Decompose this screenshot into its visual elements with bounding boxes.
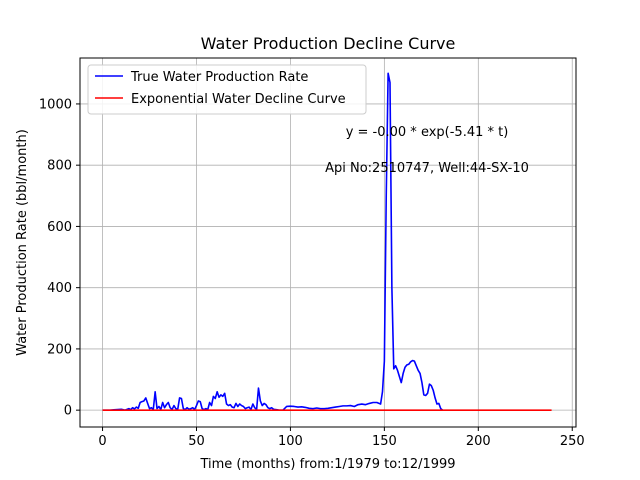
x-tick-label: 100 [278,434,303,449]
well-annotation: Api No:2510747, Well:44-SX-10 [325,161,529,176]
equation-annotation: y = -0.00 * exp(-5.41 * t) [346,125,509,140]
y-tick-label: 800 [47,159,72,174]
legend-label-true-water: True Water Production Rate [130,70,308,85]
legend: True Water Production Rate Exponential W… [87,64,367,115]
y-tick-label: 200 [47,342,72,357]
x-tick-label: 0 [98,434,106,449]
y-tick-label: 0 [64,404,72,419]
plot-area [80,58,576,427]
series-true-water-production-line [102,72,444,411]
x-tick-label: 150 [372,434,397,449]
y-tick-label: 1000 [39,97,72,112]
x-axis-label: Time (months) from:1/1979 to:12/1999 [199,457,455,472]
x-tick-label: 50 [188,434,205,449]
y-axis-label: Water Production Rate (bbl/month) [15,129,30,356]
chart-title: Water Production Decline Curve [201,34,456,53]
x-tick-label: 250 [560,434,585,449]
axis-ticks: 0 50 100 150 200 250 0 200 400 600 800 1000 [39,97,585,449]
x-tick-label: 200 [466,434,491,449]
legend-label-exponential-decline: Exponential Water Decline Curve [131,92,346,107]
y-tick-label: 400 [47,281,72,296]
legend-box [87,64,367,115]
y-tick-label: 600 [47,220,72,235]
plot-frame [79,57,577,428]
series-layer [102,72,552,411]
